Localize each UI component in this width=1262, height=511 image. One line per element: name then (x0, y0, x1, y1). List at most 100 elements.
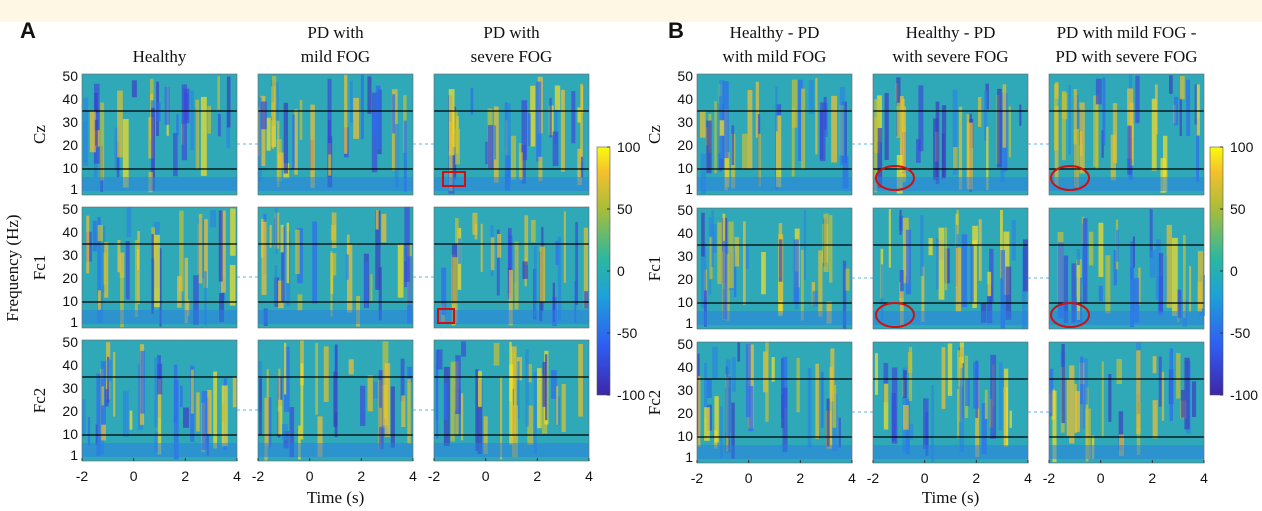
heatmap-stripe (931, 385, 934, 462)
heatmap-stripe (839, 87, 846, 166)
frame (257, 339, 414, 462)
heatmap-stripe (552, 131, 559, 166)
heatmap-band (258, 177, 413, 191)
heatmap-stripe (204, 271, 207, 326)
heatmap-stripe (956, 209, 959, 235)
heatmap-stripe (509, 341, 512, 402)
heatmap-stripe (217, 113, 221, 137)
heatmap-stripe (965, 379, 970, 407)
heatmap-stripe (298, 425, 301, 460)
heatmap-stripe (226, 110, 231, 149)
heatmap-stripe (266, 397, 272, 447)
heatmap-stripe (97, 224, 103, 242)
x-tick-label: -2 (1043, 470, 1056, 486)
heatmap-stripe (1069, 365, 1075, 444)
heatmap-stripe (725, 253, 730, 321)
heatmap-stripe (731, 357, 736, 392)
heatmap-stripe (151, 107, 155, 191)
heatmap-stripe (955, 247, 962, 312)
heatmap-band (697, 177, 852, 191)
heatmap-stripe (333, 371, 338, 427)
heatmap-band (82, 177, 237, 191)
y-tick-label: 20 (62, 270, 78, 286)
heatmap-stripe (1075, 390, 1080, 433)
frame (872, 73, 1029, 196)
heatmap-stripe (1182, 234, 1186, 318)
heatmap-stripe (880, 264, 884, 321)
column-title: PD with (307, 23, 364, 42)
heatmap-stripe (905, 229, 912, 295)
heatmap-stripe (436, 361, 439, 439)
heatmap-stripe (260, 95, 266, 166)
x-tick-label: 0 (745, 470, 753, 486)
y-tick-label: 1 (70, 314, 78, 330)
heatmap-stripe (987, 271, 992, 297)
heatmap-stripe (226, 76, 231, 128)
y-tick-label: 50 (62, 334, 78, 350)
heatmap-stripe (838, 417, 841, 448)
heatmap-stripe (797, 79, 803, 161)
heatmap-stripe (455, 217, 459, 245)
heatmap-stripe (487, 125, 494, 169)
highlight-box (442, 171, 466, 187)
heatmap-stripe (714, 101, 717, 174)
column-title: Healthy (133, 47, 187, 66)
heatmap-stripe (1161, 371, 1165, 421)
heatmap-stripe (521, 144, 526, 184)
heatmap-stripe (731, 402, 735, 459)
x-axis-label: Time (s) (922, 488, 979, 507)
heatmap-stripe (1054, 106, 1059, 186)
x-tick-label: -2 (691, 470, 704, 486)
heatmap-stripe (1000, 250, 1006, 329)
y-tick-label: 30 (62, 247, 78, 263)
heatmap-stripe (1191, 381, 1197, 417)
heatmap-stripe (261, 221, 267, 295)
heatmap-stripe (717, 222, 722, 285)
x-tick-label: 2 (1148, 470, 1156, 486)
y-tick-label: 40 (677, 359, 693, 375)
heatmap-stripe (1130, 267, 1135, 328)
frame (257, 73, 414, 196)
frame (1048, 73, 1205, 196)
heatmap-stripe (700, 110, 706, 138)
heatmap-stripe (190, 90, 194, 151)
heatmap-stripe (981, 403, 987, 455)
heatmap-stripe (560, 89, 565, 172)
frame (1048, 207, 1205, 330)
row-label: Fc1 (30, 255, 49, 281)
heatmap-stripe (1189, 266, 1192, 313)
heatmap-stripe (392, 94, 396, 134)
heatmap-stripe (947, 343, 953, 396)
heatmap-stripe (119, 252, 125, 278)
heatmap-stripe (989, 248, 994, 302)
column-title: Healthy - PD (730, 23, 820, 42)
heatmap-band (434, 443, 589, 457)
heatmap-stripe (444, 382, 448, 420)
heatmap-stripe (284, 342, 287, 395)
heatmap-stripe (266, 369, 269, 447)
heatmap-stripe (113, 352, 116, 417)
heatmap-stripe (722, 240, 728, 320)
heatmap-stripe (761, 252, 766, 295)
heatmap-stripe (335, 344, 338, 377)
heatmap-stripe (1101, 361, 1104, 437)
y-tick-label: 20 (62, 403, 78, 419)
colorbar-tick-label: -100 (617, 387, 645, 403)
heatmap-stripe (1052, 390, 1057, 463)
heatmap-stripe (131, 80, 137, 98)
row-label: Fc1 (645, 256, 664, 282)
heatmap-stripe (148, 116, 154, 159)
heatmap-stripe (1073, 128, 1079, 188)
heatmap-stripe (220, 210, 226, 293)
x-tick-label: 2 (181, 468, 189, 484)
heatmap-stripe (1184, 357, 1190, 430)
heatmap-stripe (103, 252, 107, 285)
heatmap-stripe (970, 245, 974, 303)
heatmap-stripe (360, 74, 364, 140)
x-tick-label: 2 (972, 470, 980, 486)
heatmap-stripe (745, 343, 751, 418)
x-tick-label: 0 (921, 470, 929, 486)
heatmap-stripe (455, 128, 461, 165)
heatmap-band (873, 177, 1028, 191)
heatmap-stripe (210, 210, 217, 228)
